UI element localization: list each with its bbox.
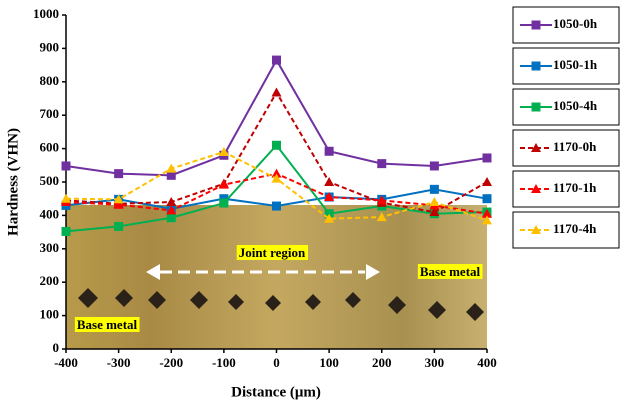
x-tick-label: -300 [107, 355, 131, 370]
legend-item: 1050-4h [513, 89, 619, 125]
legend-item: 1170-0h [513, 130, 619, 166]
marker [325, 147, 334, 156]
marker [272, 202, 281, 211]
marker [483, 194, 492, 203]
marker [272, 56, 281, 65]
y-tick-label: 700 [40, 106, 60, 121]
marker [114, 169, 123, 178]
marker [272, 141, 281, 150]
series-line [66, 60, 487, 175]
y-tick-label: 1000 [33, 6, 59, 21]
legend-label: 1170-0h [553, 139, 597, 154]
marker [483, 153, 492, 162]
annotation: Base metal [420, 264, 481, 279]
x-axis-title: Distance (μm) [231, 384, 321, 400]
x-tick-label: 300 [425, 355, 445, 370]
legend-label: 1050-4h [553, 98, 598, 113]
legend-label: 1050-0h [553, 16, 598, 31]
y-tick-label: 200 [40, 273, 60, 288]
y-tick-label: 0 [53, 340, 60, 355]
legend-marker [532, 21, 541, 30]
marker [430, 185, 439, 194]
x-tick-label: 200 [372, 355, 392, 370]
marker [114, 222, 123, 231]
legend-label: 1170-4h [553, 221, 597, 236]
marker [324, 177, 334, 186]
marker [272, 87, 282, 96]
legend-marker [532, 62, 541, 71]
marker [219, 199, 228, 208]
y-tick-label: 100 [40, 307, 60, 322]
y-tick-label: 500 [40, 173, 60, 188]
legend-label: 1170-1h [553, 180, 597, 195]
legend-item: 1170-4h [513, 212, 619, 248]
legend-item: 1050-0h [513, 7, 619, 43]
y-tick-label: 300 [40, 240, 60, 255]
y-tick-label: 900 [40, 39, 60, 54]
marker [62, 227, 71, 236]
y-tick-label: 600 [40, 140, 60, 155]
marker [62, 161, 71, 170]
annotation: Joint region [239, 245, 306, 260]
y-axis-title: Hardness (VHN) [5, 128, 21, 236]
legend-marker [532, 103, 541, 112]
marker [377, 159, 386, 168]
marker [482, 177, 492, 186]
y-tick-label: 400 [40, 206, 60, 221]
marker [429, 197, 439, 206]
x-tick-label: -400 [54, 355, 78, 370]
x-tick-label: 100 [319, 355, 339, 370]
legend-item: 1170-1h [513, 171, 619, 207]
series [62, 56, 492, 180]
x-tick-label: 400 [477, 355, 497, 370]
x-tick-label: -200 [159, 355, 183, 370]
marker [166, 164, 176, 173]
annotation: Base metal [77, 317, 138, 332]
marker [430, 161, 439, 170]
chart: Hardness (VHN) Distance (μm) 0 100 200 300 4… [0, 0, 623, 406]
series [61, 87, 492, 216]
x-tick-label: 0 [273, 355, 280, 370]
marker [219, 180, 229, 189]
y-tick-label: 800 [40, 73, 60, 88]
x-tick-label: -100 [212, 355, 236, 370]
legend-label: 1050-1h [553, 57, 598, 72]
marker [167, 213, 176, 222]
legend-item: 1050-1h [513, 48, 619, 84]
